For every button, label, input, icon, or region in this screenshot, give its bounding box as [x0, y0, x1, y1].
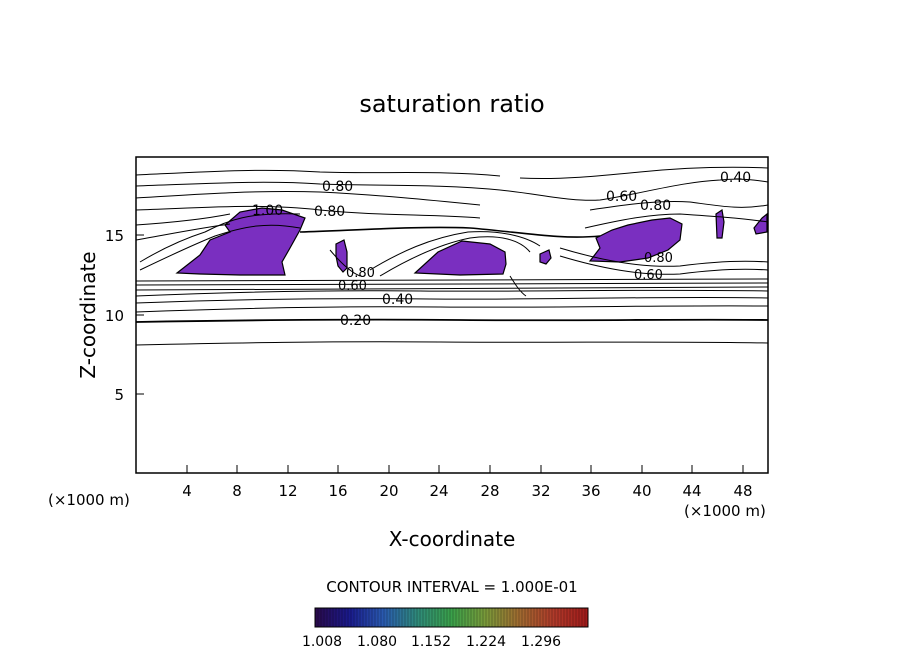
x-tick-label: 4: [182, 482, 192, 500]
contour-label: 0.40: [720, 170, 751, 186]
contour-label-group-4: 0.80: [640, 198, 671, 214]
colorbar-tick-label: 1.008: [302, 634, 342, 650]
contour-line: [135, 213, 231, 226]
contour-line: [135, 305, 769, 313]
contour-label: 0.80: [644, 251, 673, 266]
colorbar-tick-label: 1.224: [466, 634, 506, 650]
contour-line: [135, 190, 481, 206]
x-axis-ticks: [186, 465, 744, 473]
colorbar-gradient: [314, 607, 589, 628]
x-tick-label: 24: [429, 482, 448, 500]
contour-label: 0.60: [606, 189, 637, 205]
contour-label: 0.80: [322, 179, 353, 195]
contour-line: [559, 247, 769, 267]
y-axis-ticks: [136, 234, 144, 395]
contour-label-group-3: 0.60: [606, 189, 637, 205]
contour-label: 0.80: [346, 266, 375, 281]
fill-region-5: [588, 217, 683, 263]
contour-line: [499, 178, 769, 201]
plot-area: 0.80 1.00 0.80 0.60 0.80 0.40 0.80 0.60 …: [135, 156, 769, 474]
contour-line: [379, 236, 531, 277]
y-tick-label: 10: [105, 307, 124, 325]
contour-line: [135, 296, 769, 304]
y-axis-label: Z-coordinate: [76, 251, 100, 378]
contour-line-0-20: [135, 341, 769, 346]
contour-label: 1.00: [252, 203, 283, 219]
y-tick-label: 5: [114, 386, 124, 404]
contour-label-group-1: 1.00: [252, 203, 283, 219]
contour-line: [135, 282, 769, 286]
contour-line: [329, 249, 361, 277]
contour-line: [135, 223, 231, 241]
contour-lines: [135, 166, 769, 346]
contour-label-group-9: 0.60: [634, 268, 663, 283]
contour-label: 0.80: [640, 198, 671, 214]
colorbar-tick-label: 1.080: [357, 634, 397, 650]
x-tick-label: 12: [278, 482, 297, 500]
contour-line: [509, 275, 527, 297]
contour-label: 0.20: [340, 313, 371, 329]
x-axis-label: X-coordinate: [389, 527, 516, 551]
contour-line: [139, 213, 301, 263]
x-tick-label: 32: [531, 482, 550, 500]
colorbar: [314, 607, 589, 628]
x-tick-label: 36: [581, 482, 600, 500]
x-tick-label: 20: [379, 482, 398, 500]
y-tick-labels: 5 10 15: [105, 227, 124, 404]
contour-labels: 0.80 1.00 0.80 0.60 0.80 0.40 0.80 0.60 …: [252, 170, 751, 329]
contour-line-0-20b: [135, 318, 769, 323]
contour-line: [135, 286, 769, 291]
x-tick-label: 16: [328, 482, 347, 500]
contour-line: [589, 200, 769, 211]
fill-region-7: [753, 212, 768, 235]
y-axis-unit: (×1000 m): [48, 491, 130, 509]
x-tick-labels: 4 8 12 16 20 24 28 32 36 40 44 48: [182, 482, 752, 500]
x-axis-unit: (×1000 m): [684, 502, 766, 520]
contour-line: [135, 278, 769, 282]
contour-line: [135, 205, 481, 219]
contour-line: [369, 231, 541, 271]
plot-frame: [135, 156, 769, 474]
contour-line: [135, 169, 501, 177]
contour-line: [135, 289, 769, 297]
contour-interval-note: CONTOUR INTERVAL = 1.000E-01: [326, 578, 577, 596]
fill-region-3: [413, 240, 507, 276]
colorbar-tick-labels: 1.008 1.080 1.152 1.224 1.296: [302, 634, 561, 650]
contour-label-group-0: 0.80: [322, 179, 353, 195]
contour-label: 0.80: [314, 204, 345, 220]
contour-label-group-6: 0.80: [346, 266, 375, 281]
colorbar-stripes: [317, 608, 586, 627]
x-tick-label: 28: [480, 482, 499, 500]
contour-line: [139, 224, 301, 271]
contour-line: [559, 255, 769, 275]
contour-label: 0.40: [382, 292, 413, 308]
contour-label-group-11: 0.20: [340, 313, 371, 329]
contour-label-group-10: 0.40: [382, 292, 413, 308]
x-tick-label: 48: [733, 482, 752, 500]
chart-title: saturation ratio: [359, 90, 544, 118]
contour-label-group-5: 0.40: [720, 170, 751, 186]
fill-region-6: [715, 208, 725, 239]
contour-label-group-8: 0.80: [644, 251, 673, 266]
contour-line: [135, 181, 501, 191]
x-tick-label: 44: [682, 482, 701, 500]
contour-line: [584, 213, 769, 229]
fill-region-4: [539, 249, 552, 265]
contour-label-group-7: 0.60: [338, 279, 367, 294]
colorbar-tick-label: 1.296: [521, 634, 561, 650]
x-tick-label: 40: [632, 482, 651, 500]
contour-line: [299, 226, 601, 238]
contour-label: 0.60: [634, 268, 663, 283]
y-tick-label: 15: [105, 227, 124, 245]
colorbar-tick-label: 1.152: [411, 634, 451, 650]
contour-label: 0.60: [338, 279, 367, 294]
x-tick-label: 8: [232, 482, 242, 500]
contour-label-group-2: 0.80: [314, 204, 345, 220]
contour-line: [519, 166, 769, 180]
